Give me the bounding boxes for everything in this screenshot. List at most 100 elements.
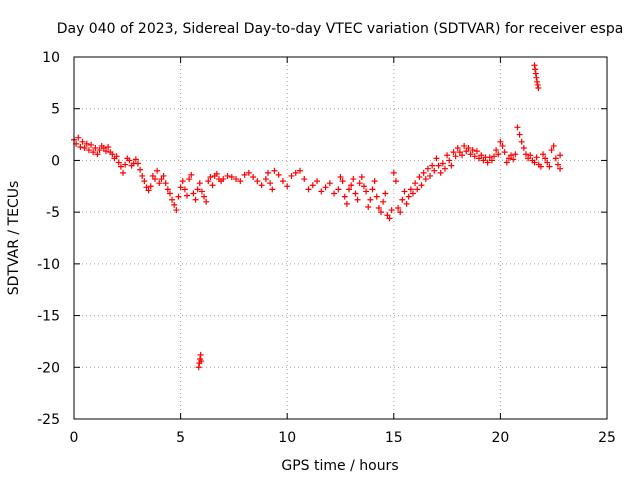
data-point <box>508 152 515 159</box>
data-point <box>126 157 133 164</box>
data-point <box>96 147 103 154</box>
data-point <box>473 148 480 155</box>
data-point <box>497 138 504 145</box>
data-point <box>292 169 299 176</box>
data-point <box>115 159 122 166</box>
data-point <box>79 138 86 145</box>
data-point <box>102 148 109 155</box>
data-point <box>360 183 367 190</box>
data-point <box>254 178 261 185</box>
data-point <box>105 143 112 150</box>
data-point <box>491 153 498 160</box>
data-point <box>427 172 434 179</box>
data-point <box>220 176 227 183</box>
data-point <box>158 176 165 183</box>
data-point <box>113 153 120 160</box>
data-point <box>384 212 391 219</box>
data-point <box>476 155 483 162</box>
data-point <box>237 178 244 185</box>
data-point <box>275 171 282 178</box>
data-point <box>414 186 421 193</box>
y-tick-label: -15 <box>37 309 60 325</box>
data-point <box>271 167 278 174</box>
grid-layer <box>74 57 607 419</box>
data-point <box>137 166 144 173</box>
y-tick-labels: -25 -20 -15 -10 -5 0 5 10 <box>37 50 60 428</box>
data-point <box>499 142 506 149</box>
data-point <box>373 193 380 200</box>
data-point <box>534 81 541 88</box>
data-point <box>409 190 416 197</box>
data-point <box>92 145 99 152</box>
y-tick-label: -25 <box>37 412 60 428</box>
data-point <box>305 186 312 193</box>
data-point <box>461 142 468 149</box>
data-point <box>380 198 387 205</box>
data-point <box>196 180 203 187</box>
data-point <box>540 151 547 158</box>
tick-layer <box>73 56 608 420</box>
data-point <box>397 209 404 216</box>
data-point <box>452 153 459 160</box>
data-point <box>444 152 451 159</box>
data-point <box>441 165 448 172</box>
data-point <box>265 169 272 176</box>
data-point <box>173 207 180 214</box>
data-point <box>134 160 141 167</box>
data-point <box>331 190 338 197</box>
data-point <box>488 157 495 164</box>
data-point <box>352 190 359 197</box>
data-point <box>250 173 257 180</box>
x-tick-label: 15 <box>385 430 403 446</box>
data-point <box>503 159 510 166</box>
data-point <box>350 176 357 183</box>
y-tick-label: 5 <box>51 102 60 118</box>
data-point <box>535 85 542 92</box>
x-tick-labels: 0 5 10 15 20 25 <box>70 430 616 446</box>
data-point <box>554 161 561 168</box>
data-point <box>296 167 303 174</box>
data-point <box>288 172 295 179</box>
data-point <box>245 169 252 176</box>
data-point <box>177 184 184 191</box>
data-point <box>518 138 525 145</box>
data-point <box>534 78 541 85</box>
data-point <box>369 186 376 193</box>
data-point <box>486 154 493 161</box>
data-point <box>469 147 476 154</box>
data-point <box>145 187 152 194</box>
data-point <box>339 178 346 185</box>
data-point <box>495 151 502 158</box>
data-point <box>390 169 397 176</box>
data-point <box>341 193 348 200</box>
data-point <box>418 182 425 189</box>
y-tick-label: 0 <box>51 153 60 169</box>
data-point <box>512 151 519 158</box>
data-point <box>416 173 423 180</box>
data-point <box>448 162 455 169</box>
data-point <box>531 62 538 69</box>
data-point <box>190 190 197 197</box>
data-point <box>450 149 457 156</box>
data-point <box>542 155 549 162</box>
y-tick-label: -5 <box>46 205 60 221</box>
data-point <box>209 182 216 189</box>
data-point <box>197 351 204 358</box>
plot-frame <box>73 56 608 420</box>
data-point <box>348 182 355 189</box>
data-point <box>90 149 97 156</box>
data-point <box>88 141 95 148</box>
data-point <box>546 163 553 170</box>
data-point <box>395 205 402 212</box>
data-point <box>358 173 365 180</box>
data-point <box>480 157 487 164</box>
data-point <box>367 196 374 203</box>
data-point <box>213 170 220 177</box>
data-point <box>183 192 190 199</box>
x-tick-label: 25 <box>598 430 616 446</box>
data-point <box>514 124 521 131</box>
data-point <box>484 159 491 166</box>
data-point <box>179 178 186 185</box>
data-point <box>557 165 564 172</box>
